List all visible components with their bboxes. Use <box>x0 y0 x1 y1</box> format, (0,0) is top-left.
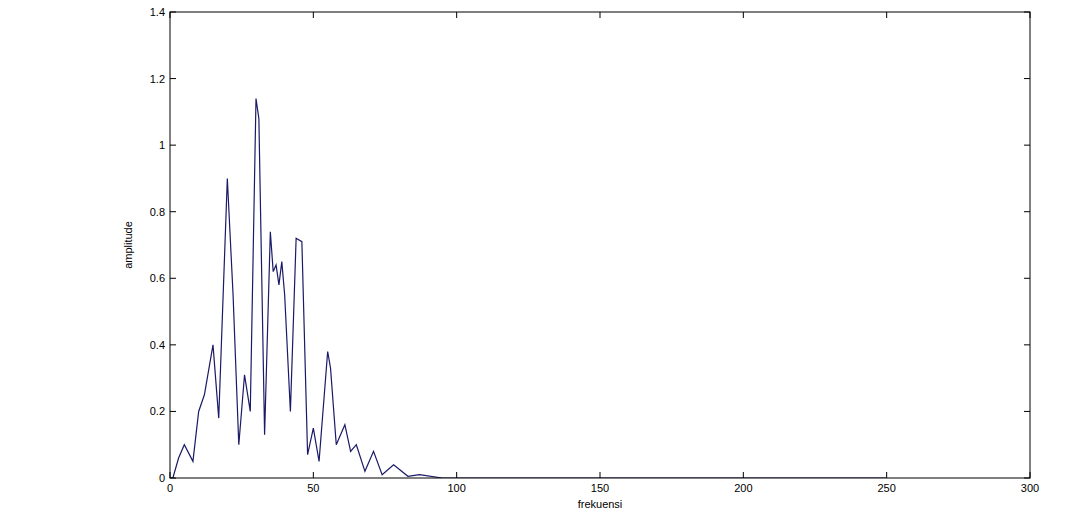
y-tick <box>170 478 176 479</box>
x-tick-label: 250 <box>877 482 895 494</box>
y-tick-label: 0 <box>159 472 165 484</box>
x-tick-label: 300 <box>1021 482 1039 494</box>
y-tick <box>1024 12 1030 13</box>
chart: 0 50 100 150 200 250 300 0 0.2 0.4 0.6 0.8 1 1.2 1.4 fr… <box>0 0 1065 525</box>
x-tick-label: 150 <box>591 482 609 494</box>
x-tick <box>600 12 601 18</box>
x-tick-label: 0 <box>167 482 173 494</box>
y-tick <box>1024 344 1030 345</box>
y-tick-label: 0.6 <box>150 272 165 284</box>
y-tick <box>170 12 176 13</box>
x-tick <box>313 12 314 18</box>
y-axis-title: amplitude <box>122 221 134 269</box>
x-tick <box>743 472 744 478</box>
plot-area <box>170 12 1030 478</box>
x-tick <box>886 472 887 478</box>
y-tick-label: 1.2 <box>150 73 165 85</box>
y-tick-label: 0.8 <box>150 206 165 218</box>
y-tick-label: 0.4 <box>150 339 165 351</box>
x-tick-label: 100 <box>447 482 465 494</box>
axes-box <box>170 12 1030 478</box>
y-tick <box>170 411 176 412</box>
x-tick <box>456 12 457 18</box>
spectrum-line <box>170 99 887 478</box>
x-tick-label: 50 <box>307 482 319 494</box>
y-tick <box>1024 78 1030 79</box>
x-tick <box>170 12 171 18</box>
data-group <box>170 99 887 478</box>
x-tick-label: 200 <box>734 482 752 494</box>
y-tick <box>170 78 176 79</box>
x-tick <box>170 472 171 478</box>
x-tick <box>743 12 744 18</box>
x-axis-title: frekuensi <box>578 498 623 510</box>
x-tick <box>313 472 314 478</box>
y-tick-label: 0.2 <box>150 405 165 417</box>
x-tick <box>1030 472 1031 478</box>
y-tick <box>170 278 176 279</box>
x-tick <box>600 472 601 478</box>
y-tick <box>1024 411 1030 412</box>
y-tick-label: 1 <box>159 139 165 151</box>
y-tick <box>1024 211 1030 212</box>
y-tick <box>1024 278 1030 279</box>
x-tick <box>456 472 457 478</box>
x-tick <box>886 12 887 18</box>
x-tick <box>1030 12 1031 18</box>
y-tick-label: 1.4 <box>150 6 165 18</box>
y-tick <box>1024 145 1030 146</box>
y-tick <box>170 211 176 212</box>
y-tick <box>170 145 176 146</box>
y-tick <box>1024 478 1030 479</box>
y-tick <box>170 344 176 345</box>
